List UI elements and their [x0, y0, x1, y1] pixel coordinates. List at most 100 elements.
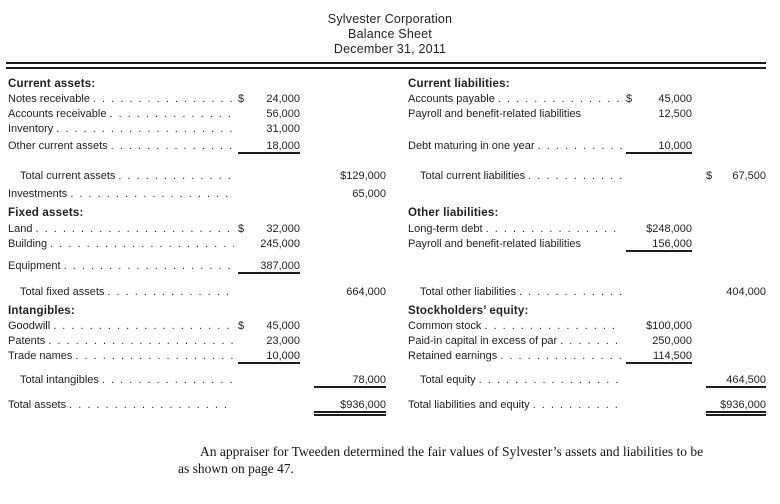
- dot-leader: [102, 374, 234, 388]
- amount-value: $129,000: [340, 170, 386, 182]
- spacer: [499, 207, 626, 221]
- amount-col2: [706, 140, 766, 154]
- account-label: Total liabilities and equity: [408, 399, 530, 411]
- amount-col2: [706, 207, 766, 221]
- currency-symbol: $: [706, 170, 713, 182]
- spacer: [581, 238, 626, 252]
- statement-row: Total current assets $129,000 Total curren…: [8, 170, 780, 184]
- dot-leader: [479, 374, 622, 388]
- section-heading: Current assets:: [8, 78, 96, 90]
- amount-col2: [706, 335, 766, 349]
- spacer: [83, 207, 238, 221]
- account-label: Total current assets: [20, 170, 116, 182]
- dot-leader: [118, 170, 234, 184]
- statement-row: Trade names 10,000 Retained earnings 114,50…: [8, 350, 780, 364]
- amount-value: $248,000: [646, 223, 692, 235]
- amount-col1: [238, 170, 300, 184]
- account-label: Total equity: [420, 374, 476, 386]
- amount-col1: $45,000: [626, 93, 692, 107]
- left-column: Land $32,000: [8, 223, 386, 237]
- section-heading: Other liabilities:: [408, 207, 499, 219]
- account-label: Total assets: [8, 399, 67, 411]
- left-column: Building 245,000: [8, 238, 386, 252]
- amount-col1: 31,000: [238, 123, 300, 137]
- amount-value: 387,000: [260, 260, 300, 272]
- account-label: Payroll and benefit-related liabilities: [408, 108, 582, 120]
- amount-value: $936,000: [340, 399, 386, 411]
- amount-value: 664,000: [346, 286, 386, 298]
- account-label: Debt maturing in one year: [408, 140, 535, 152]
- amount-col2: [314, 108, 386, 122]
- section-heading: Current liabilities:: [408, 78, 510, 90]
- dot-leader: [107, 286, 234, 300]
- right-column: Total current liabilities $67,500: [408, 170, 766, 184]
- account-label: Equipment: [8, 260, 61, 272]
- left-column: Total assets $936,000: [8, 399, 386, 416]
- amount-col1: 250,000: [626, 335, 692, 349]
- amount-col1: [626, 78, 692, 92]
- statement-row: Intangibles: Stockholders’ equity:: [8, 305, 780, 319]
- amount-col2: [706, 320, 766, 334]
- amount-col2: $936,000: [314, 399, 386, 416]
- account-label: Total current liabilities: [420, 170, 526, 182]
- dot-leader: [533, 399, 622, 413]
- amount-value: 24,000: [266, 93, 300, 105]
- account-label: Payroll and benefit-related liabilities: [408, 238, 582, 250]
- amount-col1: [626, 207, 692, 221]
- amount-value: 245,000: [260, 238, 300, 250]
- account-label: Total fixed assets: [20, 286, 105, 298]
- amount-col1: [238, 286, 300, 300]
- account-label: Retained earnings: [408, 350, 498, 362]
- amount-value: 56,000: [266, 108, 300, 120]
- account-label: Goodwill: [8, 320, 51, 332]
- amount-col2: [314, 260, 386, 274]
- account-label: Investments: [8, 188, 68, 200]
- statement-row: Total assets $936,000 Total liabilities an…: [8, 399, 780, 416]
- amount-col1: 114,500: [626, 350, 692, 364]
- spacer: [581, 108, 626, 122]
- left-column: Investments 65,000: [8, 188, 386, 202]
- amount-col2: [314, 238, 386, 252]
- dot-leader: [93, 93, 234, 107]
- amount-col1: [238, 399, 300, 413]
- amount-col2: [706, 93, 766, 107]
- amount-col2: [314, 305, 386, 319]
- account-label: Other current assets: [8, 140, 108, 152]
- dot-leader: [560, 335, 622, 349]
- right-column: [408, 188, 766, 202]
- amount-col2: [706, 223, 766, 237]
- amount-value: 10,000: [658, 140, 692, 152]
- amount-col2: 404,000: [706, 286, 766, 300]
- dot-leader: [35, 223, 234, 237]
- spacer: [75, 305, 238, 319]
- balance-sheet-body: Current assets: Current liabilities: Notes…: [0, 78, 780, 416]
- dot-leader: [56, 123, 234, 137]
- statement-row: Patents 23,000 Paid-in capital in excess o…: [8, 335, 780, 349]
- amount-col1: $248,000: [626, 223, 692, 237]
- amount-value: 23,000: [266, 335, 300, 347]
- right-column: Common stock $100,000: [408, 320, 766, 334]
- amount-value: 18,000: [266, 140, 300, 152]
- amount-col1: $45,000: [238, 320, 300, 334]
- amount-value: 67,500: [732, 170, 766, 182]
- dot-leader: [500, 350, 622, 364]
- right-column: Current liabilities:: [408, 78, 766, 92]
- amount-value: 32,000: [266, 223, 300, 235]
- left-column: Notes receivable $24,000: [8, 93, 386, 107]
- left-column: Trade names 10,000: [8, 350, 386, 364]
- dot-leader: [484, 320, 622, 334]
- amount-value: 45,000: [266, 320, 300, 332]
- dot-leader: [50, 238, 234, 252]
- amount-col1: [238, 374, 300, 388]
- statement-row: Goodwill $45,000 Common stock $100,000: [8, 320, 780, 334]
- amount-value: 45,000: [658, 93, 692, 105]
- amount-col2: [314, 320, 386, 334]
- amount-value: $936,000: [720, 399, 766, 411]
- footnote-line1: An appraiser for Tweeden determined the …: [200, 444, 704, 459]
- footnote: An appraiser for Tweeden determined the …: [178, 443, 778, 477]
- statement-row: Fixed assets: Other liabilities:: [8, 207, 780, 221]
- statement-date: December 31, 2011: [333, 42, 447, 56]
- dot-leader: [48, 335, 234, 349]
- dot-leader: [538, 140, 622, 154]
